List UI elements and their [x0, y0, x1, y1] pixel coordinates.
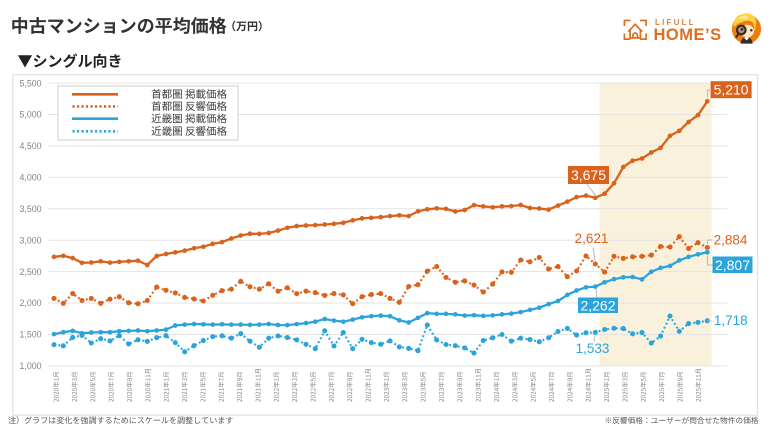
svg-text:4,000: 4,000: [19, 173, 41, 183]
svg-text:2,000: 2,000: [19, 298, 41, 308]
svg-text:5,210: 5,210: [714, 82, 749, 98]
svg-text:1,718: 1,718: [714, 313, 748, 328]
svg-text:3,500: 3,500: [19, 204, 41, 214]
svg-text:2,262: 2,262: [580, 297, 615, 313]
svg-text:5,000: 5,000: [19, 110, 41, 120]
svg-text:5,500: 5,500: [19, 78, 41, 88]
svg-text:4,500: 4,500: [19, 141, 41, 151]
svg-text:HOME’S: HOME’S: [654, 26, 722, 44]
svg-text:LIFULL: LIFULL: [655, 18, 696, 27]
svg-text:2,884: 2,884: [714, 232, 748, 247]
svg-text:2,807: 2,807: [715, 257, 750, 273]
svg-text:2,621: 2,621: [575, 231, 609, 246]
svg-text:3,675: 3,675: [571, 167, 606, 183]
svg-text:2,500: 2,500: [19, 267, 41, 277]
svg-text:1,500: 1,500: [19, 330, 41, 340]
svg-text:1,000: 1,000: [19, 361, 41, 371]
svg-text:3,000: 3,000: [19, 235, 41, 245]
svg-text:1,533: 1,533: [576, 341, 610, 356]
